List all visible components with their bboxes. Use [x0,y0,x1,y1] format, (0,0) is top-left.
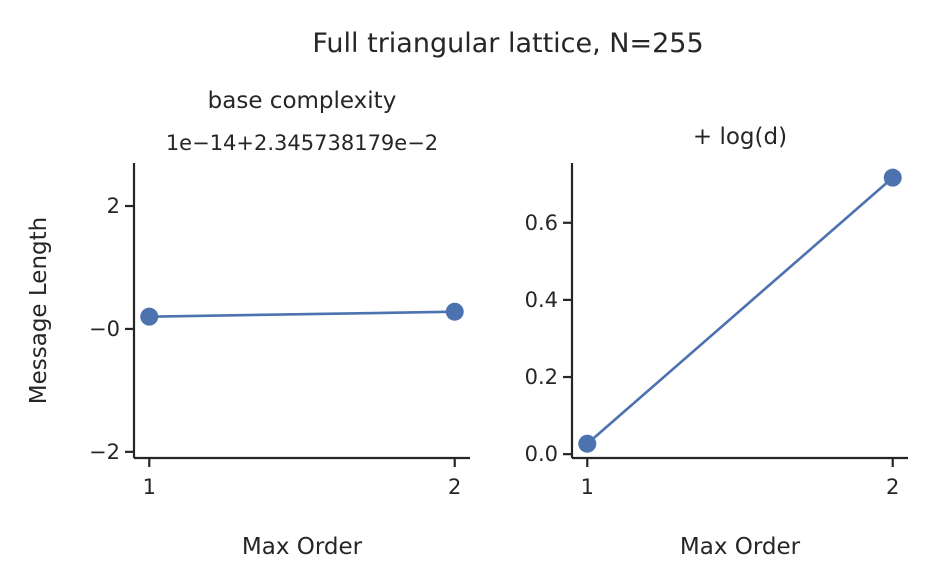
figure-title: Full triangular lattice, N=255 [312,28,703,59]
y-tick-label: −2 [89,440,120,464]
panel-base-complexity: base complexity 1e−14+2.345738179e−2 −2 −0 2… [26,88,470,560]
y-axis-label: Message Length [26,217,52,404]
x-axis-label: Max Order [242,534,363,560]
data-point [445,302,464,321]
series-line [149,310,455,318]
y-tick-label: 0.4 [525,288,558,312]
y-tick-label: 0.2 [525,365,558,389]
x-axis-label: Max Order [680,534,801,560]
y-tick-label: 0.6 [525,211,558,235]
data-point [883,168,902,187]
panel-title: base complexity [208,88,397,114]
y-tick-label: −0 [89,317,120,341]
x-tick-label: 2 [448,475,461,499]
panel-title: + log(d) [693,124,787,150]
series-line [586,176,894,445]
x-tick-label: 1 [581,475,594,499]
y-tick-label: 0.0 [525,442,558,466]
y-tick-label: 2 [107,194,120,218]
panel-log-d: + log(d) 0.0 0.2 0.4 0.6 1 2 Max Order [525,124,908,560]
data-point [578,434,597,453]
x-tick-label: 2 [886,475,899,499]
x-tick-label: 1 [143,475,156,499]
data-point [140,307,159,326]
y-offset-label: 1e−14+2.345738179e−2 [166,131,438,155]
